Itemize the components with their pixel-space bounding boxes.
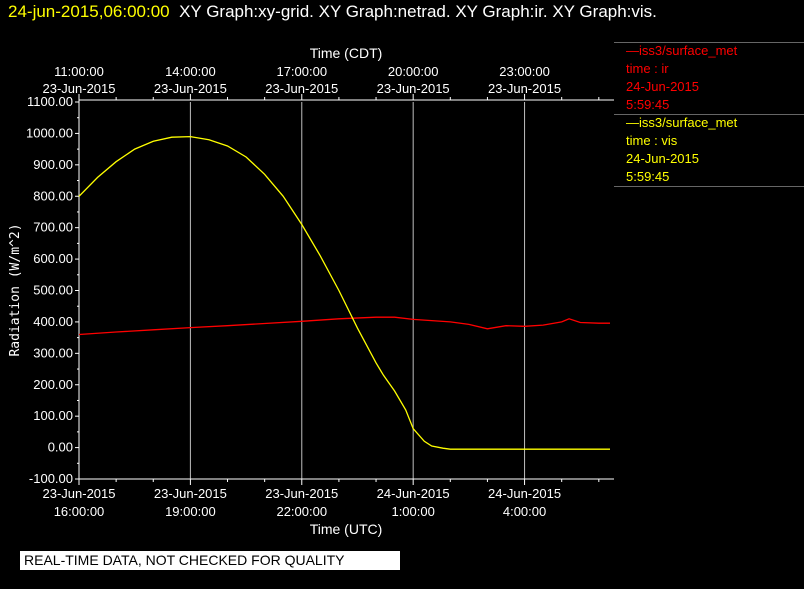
top-tick-date: 23-Jun-2015 [488,81,561,96]
y-tick-label: 800.00 [33,188,73,203]
y-tick-label: 700.00 [33,220,73,235]
x-tick-time: 16:00:00 [54,504,105,519]
quality-notice: REAL-TIME DATA, NOT CHECKED FOR QUALITY [20,551,400,570]
series-line-ir [78,316,610,336]
top-tick-time: 23:00:00 [499,64,550,79]
legend-divider [614,114,804,115]
legend-vis-series: time : vis [626,133,678,148]
top-tick-time: 11:00:00 [54,64,104,79]
header-graph-list: XY Graph:xy-grid. XY Graph:netrad. XY Gr… [179,2,657,21]
y-tick-label: 1100.00 [27,94,73,109]
top-tick-date: 23-Jun-2015 [154,81,227,96]
top-axis-label: Time (CDT) [310,45,383,61]
legend-divider [614,186,804,187]
top-tick-date: 23-Jun-2015 [265,81,338,96]
y-tick-label: 400.00 [33,314,73,329]
x-tick-date: 24-Jun-2015 [488,486,561,501]
top-tick-date: 23-Jun-2015 [43,81,116,96]
top-tick-time: 14:00:00 [165,64,216,79]
x-tick-date: 23-Jun-2015 [265,486,338,501]
y-tick-label: 200.00 [33,377,73,392]
legend-ir-date: 24-Jun-2015 [626,79,699,94]
x-tick-time: 22:00:00 [276,504,327,519]
x-tick-date: 24-Jun-2015 [377,486,450,501]
x-tick-time: 1:00:00 [391,504,434,519]
y-tick-label: 300.00 [33,345,73,360]
legend-vis-source: —iss3/surface_met [626,115,738,130]
y-tick-label: 600.00 [33,251,73,266]
top-tick-date: 23-Jun-2015 [377,81,450,96]
y-tick-label: 1000.00 [26,125,73,140]
y-tick-label: 100.00 [33,408,73,423]
y-tick-label: -100.00 [29,471,73,486]
y-tick-label: 500.00 [33,283,73,298]
header-bar: 24-jun-2015,06:00:00 XY Graph:xy-grid. X… [8,2,657,22]
header-timestamp: 24-jun-2015,06:00:00 [8,2,170,21]
x-tick-date: 23-Jun-2015 [154,486,227,501]
legend-ir-time: 5:59:45 [626,97,670,112]
top-tick-time: 20:00:00 [388,64,439,79]
x-tick-date: 23-Jun-2015 [43,486,116,501]
x-tick-time: 19:00:00 [165,504,216,519]
y-tick-label: 900.00 [33,157,73,172]
legend-vis-date: 24-Jun-2015 [626,151,699,166]
legend-ir: —iss3/surface_met time : ir 24-Jun-2015 … [626,42,737,114]
legend-ir-series: time : ir [626,61,669,76]
y-axis-label: Radiation (W/m^2) [8,223,23,356]
x-axis-label: Time (UTC) [310,521,383,537]
series-line-vis [78,135,610,450]
legend-vis-time: 5:59:45 [626,169,670,184]
top-tick-time: 17:00:00 [276,64,327,79]
legend-vis: —iss3/surface_met time : vis 24-Jun-2015… [626,114,737,186]
y-tick-label: 0.00 [48,440,73,455]
legend-ir-source: —iss3/surface_met [626,43,738,58]
x-tick-time: 4:00:00 [503,504,546,519]
legend-divider [614,42,804,43]
